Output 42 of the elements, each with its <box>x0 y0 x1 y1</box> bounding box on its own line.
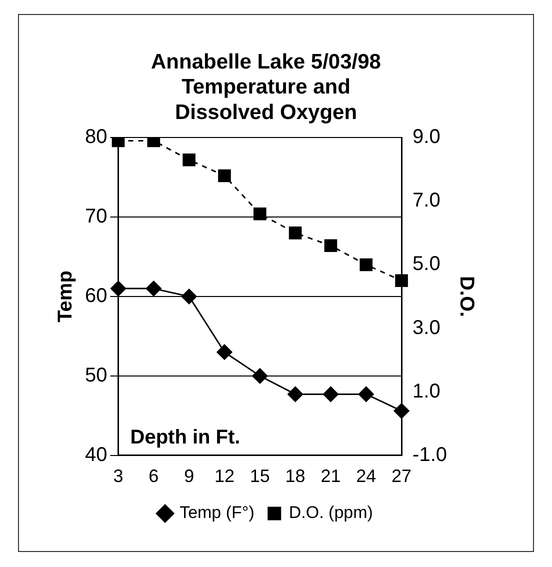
point <box>322 386 338 402</box>
point <box>146 280 162 296</box>
x-tick-label: 27 <box>392 466 412 486</box>
y2-tick-label: 1.0 <box>412 380 440 402</box>
point <box>360 258 373 272</box>
y-tick-label: 70 <box>84 206 108 228</box>
x-tick-label: 6 <box>148 466 159 486</box>
x-tick-label: 15 <box>250 466 270 486</box>
y-tick-label: 80 <box>84 126 108 148</box>
y2-tick-label: 5.0 <box>412 253 440 276</box>
y2-tick-label: 7.0 <box>412 190 440 212</box>
point <box>252 368 268 384</box>
x-tick-label: 9 <box>184 466 194 486</box>
y-tick-label: 40 <box>84 444 108 466</box>
y2-tick-label: 3.0 <box>412 316 440 339</box>
point <box>358 386 374 402</box>
y-tick-label: 60 <box>84 285 108 308</box>
x-axis-title: Depth in Ft. <box>130 426 240 448</box>
point <box>324 239 338 252</box>
x-tick-label: 12 <box>214 466 234 486</box>
point <box>394 403 410 419</box>
y-axis-title: Temp <box>54 270 77 322</box>
y-tick-label: 50 <box>84 364 108 386</box>
point <box>110 280 126 296</box>
point <box>182 153 196 166</box>
legend-label: Temp (F°) <box>180 503 254 522</box>
x-tick-label: 18 <box>285 466 306 486</box>
y2-tick-label: -1.0 <box>412 444 448 466</box>
chart-title: Annabelle Lake 5/03/98 Temperature and Dissolved Oxygen <box>151 50 382 124</box>
point <box>181 288 197 304</box>
point <box>253 207 266 220</box>
x-tick-label: 24 <box>356 466 376 486</box>
x-tick-label: 3 <box>113 466 124 486</box>
legend-label: D.O. (ppm) <box>288 503 373 522</box>
y2-axis-title: D.O. <box>455 276 478 318</box>
point <box>216 344 232 360</box>
point <box>288 386 304 402</box>
point <box>218 169 231 182</box>
x-tick-label: 21 <box>320 466 341 486</box>
point <box>288 226 302 240</box>
y2-tick-label: 9.0 <box>412 126 440 148</box>
point <box>395 274 408 288</box>
